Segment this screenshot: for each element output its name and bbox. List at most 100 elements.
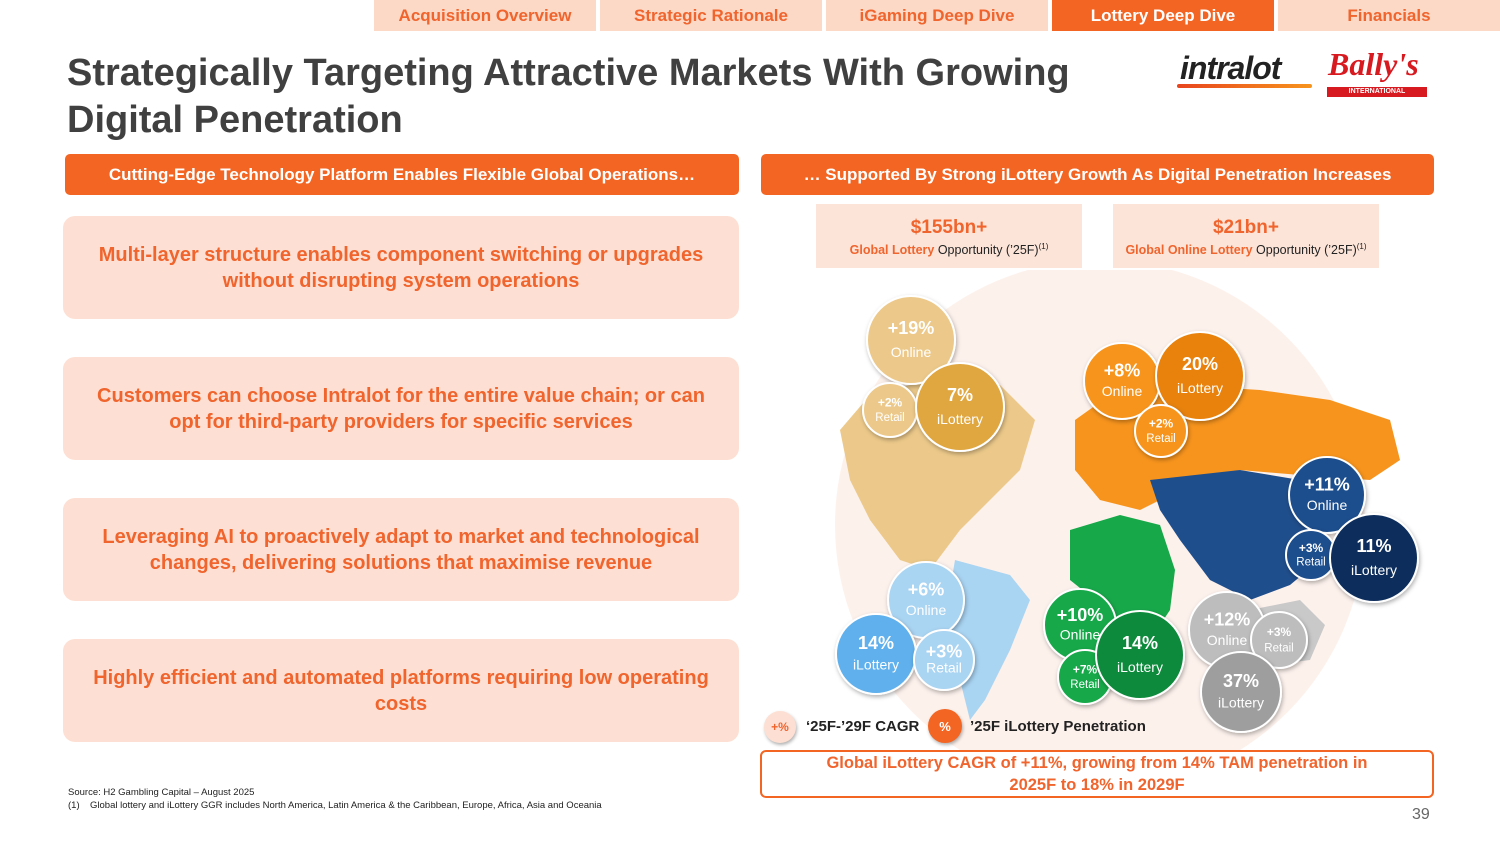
bubble-value: +2%: [878, 395, 903, 409]
bubble-label: Retail: [1146, 433, 1175, 445]
bubble-circle: [1155, 331, 1245, 421]
bubble-label: iLottery: [1218, 695, 1264, 711]
legend-text: ’25F iLottery Penetration: [970, 718, 1146, 735]
bubble-label: iLottery: [937, 411, 983, 427]
bubble-value: +10%: [1057, 605, 1104, 625]
logo-ballys: Bally's: [1328, 46, 1419, 82]
bubble: +3% Retail: [1250, 611, 1308, 669]
bubble-label: iLottery: [1351, 562, 1397, 578]
bubble-value: 37%: [1223, 671, 1259, 691]
bubble-value: +3%: [1299, 541, 1324, 555]
bubble: +2% Retail: [1134, 404, 1188, 458]
legend-symbol: +%: [764, 711, 796, 743]
bubble: 14% iLottery: [835, 613, 917, 695]
point: Multi-layer structure enables component …: [63, 216, 739, 319]
bubble-label: Retail: [875, 412, 904, 424]
bubble-label: Retail: [1264, 642, 1293, 654]
bubble-circle: [1285, 529, 1337, 581]
nav-tab[interactable]: Financials: [1278, 0, 1500, 31]
bubble-value: +8%: [1104, 360, 1141, 380]
bubble: 20% iLottery: [1155, 331, 1245, 421]
stat-sup: (1): [1038, 242, 1049, 251]
bubble-circle: [835, 613, 917, 695]
bubble: 7% iLottery: [915, 362, 1005, 452]
bubble: +8% Online: [1083, 342, 1161, 420]
point: Leveraging AI to proactively adapt to ma…: [63, 498, 739, 601]
stat-rest: Opportunity (’25F): [934, 243, 1039, 258]
point: Customers can choose Intralot for the en…: [63, 357, 739, 460]
bubble-circle: [1250, 611, 1308, 669]
bubble-label: iLottery: [853, 657, 899, 673]
bubble-circle: [1288, 456, 1366, 534]
bubble-value: +6%: [908, 579, 945, 599]
bubble-circle: [1200, 651, 1282, 733]
stat-rest: Opportunity (’25F): [1252, 243, 1357, 258]
bubble-label: Online: [1307, 497, 1348, 513]
bubble-label: Retail: [1296, 557, 1325, 569]
bubble-value: +3%: [926, 641, 963, 661]
stat-value: $21bn+: [1212, 217, 1279, 238]
bubble-circle: [1095, 610, 1185, 700]
bubble-value: 14%: [858, 633, 894, 653]
bubble-circle: [913, 629, 975, 691]
point: Highly efficient and automated platforms…: [63, 639, 739, 742]
nav-tab[interactable]: Lottery Deep Dive: [1052, 0, 1274, 31]
bubble: +3% Retail: [1285, 529, 1337, 581]
bubble: +11% Online: [1288, 456, 1366, 534]
nav-tab[interactable]: iGaming Deep Dive: [826, 0, 1048, 31]
bubble: +12% Online: [1188, 591, 1266, 669]
bubble-label: iLottery: [1177, 380, 1223, 396]
bubble-value: 20%: [1182, 354, 1218, 374]
world-map: +19% Online +2% Retail 7% iLottery +8% Online 20…: [835, 270, 1419, 750]
bubble-circle: [1329, 513, 1419, 603]
bubble: +19% Online: [866, 295, 956, 385]
bubble-value: +11%: [1304, 474, 1350, 494]
bubble-value: +2%: [1149, 417, 1174, 431]
logo-ballys-sub: INTERNATIONAL INTERACTIVE: [1327, 87, 1427, 105]
bubble: +6% Online: [887, 561, 965, 639]
bubble-value: +7%: [1073, 662, 1098, 676]
stat-sup: (1): [1356, 242, 1367, 251]
legend-text: ‘25F-’29F CAGR: [806, 718, 920, 735]
source: Source: H2 Gambling Capital – August 202…: [68, 787, 255, 798]
stat-box: $21bn+ Global Online Lottery Opportunity…: [1113, 204, 1379, 268]
bubble-label: Online: [891, 344, 932, 360]
bubble-label: Online: [906, 602, 947, 618]
legend-symbol: %: [928, 709, 962, 743]
bubble-label: Retail: [926, 660, 962, 676]
bubble-circle: [866, 295, 956, 385]
bubble-label: Retail: [1070, 679, 1099, 691]
region-asia: [1150, 470, 1330, 600]
bubble-value: 7%: [947, 385, 973, 405]
stat-desc: Global Online Lottery Opportunity (’25F)…: [1113, 242, 1379, 257]
stat-highlight: Global Online Lottery: [1125, 243, 1253, 258]
bubble-label: Online: [1207, 632, 1248, 648]
nav-tab[interactable]: Acquisition Overview: [374, 0, 596, 31]
bubble-value: +3%: [1267, 625, 1292, 639]
bubble: 11% iLottery: [1329, 513, 1419, 603]
stat-box: $155bn+ Global Lottery Opportunity (’25F…: [816, 204, 1082, 268]
stat-desc: Global Lottery Opportunity (’25F)(1): [816, 242, 1082, 257]
page-number: 39: [1412, 806, 1430, 823]
title: Strategically Targeting Attractive Marke…: [67, 52, 1070, 141]
bubble-circle: [1134, 404, 1188, 458]
footnote: Global lottery and iLottery GGR includes…: [90, 800, 602, 811]
bubble-circle: [915, 362, 1005, 452]
bubbles: +19% Online +2% Retail 7% iLottery +8% Online 20…: [835, 295, 1419, 733]
bubble-value: +19%: [888, 318, 935, 338]
right-heading: … Supported By Strong iLottery Growth As…: [761, 154, 1434, 195]
footnote-marker: (1): [68, 800, 80, 811]
nav-tab[interactable]: Strategic Rationale: [600, 0, 822, 31]
bubble-label: iLottery: [1117, 659, 1163, 675]
bubble: +2% Retail: [862, 382, 918, 438]
bubble: 14% iLottery: [1095, 610, 1185, 700]
left-heading: Cutting-Edge Technology Platform Enables…: [65, 154, 739, 195]
callout: Global iLottery CAGR of +11%, growing fr…: [760, 750, 1434, 798]
bubble-circle: [862, 382, 918, 438]
bubble-label: Online: [1060, 627, 1101, 643]
bubble: +3%Retail: [913, 629, 975, 691]
logo-swoosh: [1177, 84, 1312, 88]
stat-value: $155bn+: [910, 217, 988, 238]
bubble-value: 14%: [1122, 633, 1158, 653]
